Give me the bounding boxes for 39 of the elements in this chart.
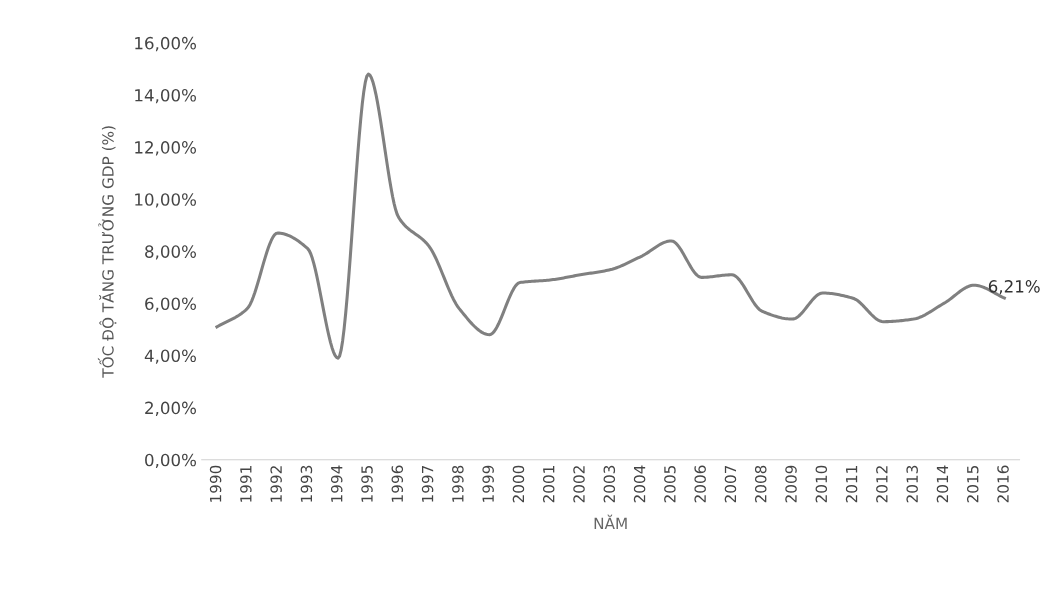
data-label: 6,21%	[988, 280, 1040, 295]
x-tick-label: 2010	[815, 465, 828, 503]
x-tick-label: 1991	[240, 466, 252, 502]
x-tick-label: 1998	[452, 465, 464, 502]
x-tick-label: 2003	[603, 465, 616, 503]
y-tick-label: 12,00%	[135, 141, 196, 156]
y-tick-label: 2,00%	[145, 401, 196, 416]
x-tick-label: 2006	[694, 465, 706, 503]
x-tick-label: 2004	[633, 465, 646, 503]
y-axis-title: TỐC ĐỘ TĂNG TRƯỞNG GDP (%)	[97, 126, 117, 378]
x-tick-label: 1994	[330, 465, 343, 502]
x-tick-label: 2015	[966, 465, 979, 503]
x-tick-label: 2002	[573, 466, 585, 503]
x-axis-title: NĂM	[594, 514, 627, 529]
x-tick-label: 2000	[512, 465, 525, 503]
x-tick-label: 1993	[300, 465, 313, 502]
x-tick-label: 1996	[391, 465, 404, 502]
y-tick-label: 0,00%	[145, 453, 196, 469]
x-tick-label: 2011	[845, 466, 858, 503]
x-tick-label: 2014	[936, 465, 949, 503]
y-tick-label: 8,00%	[145, 245, 196, 260]
x-tick-label: 1999	[482, 465, 494, 502]
x-tick-label: 2005	[664, 465, 676, 503]
x-tick-label: 2016	[997, 465, 1009, 503]
x-tick-label: 2001	[542, 466, 555, 503]
y-tick-label: 14,00%	[135, 88, 196, 104]
y-tick-label: 16,00%	[135, 36, 196, 52]
x-tick-label: 1997	[421, 465, 434, 502]
x-tick-label: 2008	[754, 465, 767, 503]
x-tick-label: 2007	[724, 465, 737, 503]
y-tick-label: 4,00%	[144, 349, 196, 364]
y-tick-label: 10,00%	[135, 193, 196, 208]
x-tick-label: 2012	[876, 466, 888, 503]
x-tick-label: 2013	[906, 465, 918, 503]
y-tick-label: 6,00%	[145, 297, 196, 312]
x-tick-label: 2009	[785, 465, 797, 503]
x-tick-label: 1995	[361, 465, 373, 502]
x-tick-label: 1992	[270, 466, 282, 502]
x-tick-label: 1990	[209, 465, 222, 502]
